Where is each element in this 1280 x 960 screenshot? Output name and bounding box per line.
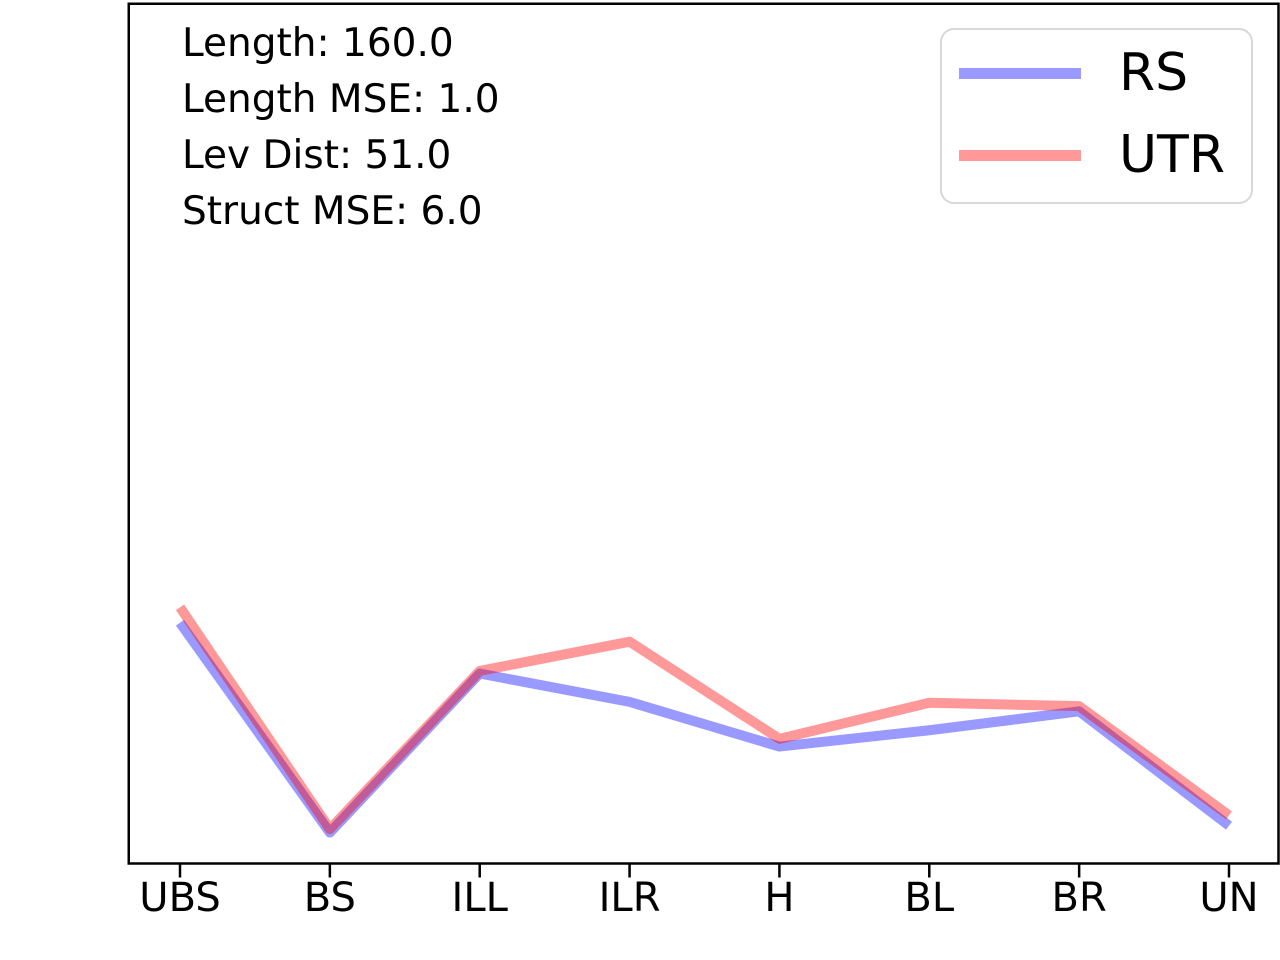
x-axis-ticks	[178, 863, 1231, 878]
x-tick-label: BL	[904, 875, 955, 921]
legend-label-utr: UTR	[1119, 125, 1225, 185]
legend-label-rs: RS	[1119, 43, 1189, 103]
x-tick-label: H	[764, 875, 795, 921]
series-line-rs	[175, 619, 1233, 838]
x-tick-label: ILL	[451, 875, 508, 921]
series-line-utr	[175, 604, 1232, 835]
x-tick-label: BR	[1051, 875, 1107, 921]
legend: RS UTR	[940, 28, 1253, 204]
legend-item-utr: UTR	[959, 114, 1251, 196]
x-tick-label: UN	[1199, 875, 1259, 921]
legend-item-rs: RS	[959, 32, 1251, 114]
x-tick-label: BS	[303, 875, 356, 921]
legend-swatch-rs	[959, 67, 1081, 79]
legend-swatch-utr	[959, 149, 1081, 161]
annotation-length-mse: Length MSE: 1.0	[182, 77, 500, 122]
annotation-length: Length: 160.0	[182, 21, 454, 66]
x-tick-label: ILR	[598, 875, 661, 921]
annotation-lev-dist: Lev Dist: 51.0	[182, 133, 452, 178]
annotation-struct-mse: Struct MSE: 6.0	[182, 189, 483, 234]
plot-border	[127, 2, 1280, 865]
annotation-block: Length: 160.0 Length MSE: 1.0 Lev Dist: …	[182, 16, 500, 240]
series-lines	[175, 604, 1233, 838]
x-tick-label: UBS	[139, 875, 221, 921]
